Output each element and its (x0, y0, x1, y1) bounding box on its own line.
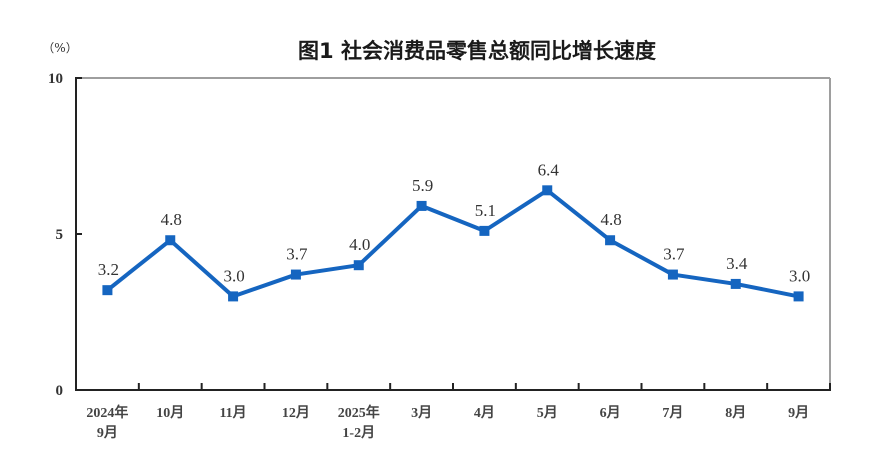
data-label: 4.8 (161, 210, 182, 229)
data-series (102, 185, 804, 302)
y-axis-unit-label: （%） (42, 41, 77, 55)
x-tick-label: 3月 (411, 405, 432, 421)
data-label: 3.7 (286, 245, 308, 264)
data-label: 6.4 (538, 160, 560, 179)
data-label: 3.2 (98, 260, 119, 279)
x-tick-label: 5月 (537, 405, 558, 421)
data-point-marker (542, 185, 553, 196)
x-tick-label: 10月 (156, 405, 184, 421)
data-point-marker (416, 200, 427, 211)
plot-frame (75, 77, 831, 391)
data-point-marker (353, 260, 364, 271)
data-label: 3.0 (223, 266, 244, 285)
x-tick-label: 4月 (474, 405, 495, 421)
data-label: 5.1 (475, 201, 496, 220)
data-point-marker (290, 269, 301, 280)
data-label: 4.0 (349, 235, 370, 254)
x-tick-label: 11月 (219, 405, 246, 421)
data-label: 4.8 (600, 210, 621, 229)
data-label: 3.4 (726, 254, 748, 273)
data-labels: 3.2 4.8 3.0 3.7 4.0 5.9 5.1 6.4 4.8 3.7 3.4 3.0 (98, 160, 810, 285)
x-tick-label: 2025年 (338, 404, 380, 421)
series-line (106, 188, 799, 299)
chart-title-group: 图1 社会消费品零售总额同比增长速度 （%） (42, 39, 656, 63)
data-label: 3.7 (663, 245, 685, 264)
x-tick-label: 9月 (788, 405, 809, 421)
data-point-marker (667, 269, 678, 280)
data-point-marker (730, 278, 741, 289)
x-tick-label: 9月 (97, 425, 118, 441)
y-tick-label: 10 (48, 71, 63, 87)
x-tick-label: 8月 (725, 405, 746, 421)
y-tick-label: 5 (56, 227, 64, 243)
data-point-marker (228, 291, 239, 302)
x-tick-label: 7月 (662, 405, 683, 421)
data-label: 5.9 (412, 176, 433, 195)
x-tick-label: 6月 (600, 405, 621, 421)
data-label: 3.0 (789, 266, 810, 285)
x-tick-label: 2024年 (86, 404, 128, 421)
data-point-marker (102, 285, 113, 296)
x-tick-label: 12月 (282, 405, 310, 421)
x-tick-label: 1-2月 (342, 425, 375, 441)
y-tick-label: 0 (56, 383, 64, 399)
y-axis: 0 5 10 (48, 71, 82, 399)
data-point-marker (165, 235, 176, 246)
chart-title: 图1 社会消费品零售总额同比增长速度 (298, 39, 656, 63)
data-point-marker (479, 225, 490, 236)
data-point-marker (793, 291, 804, 302)
data-point-marker (605, 235, 616, 246)
x-axis: 2024年 9月 10月 11月 12月 2025年 1-2月 3月 4月 5月 6月 7月 8月 9月 (86, 383, 831, 441)
